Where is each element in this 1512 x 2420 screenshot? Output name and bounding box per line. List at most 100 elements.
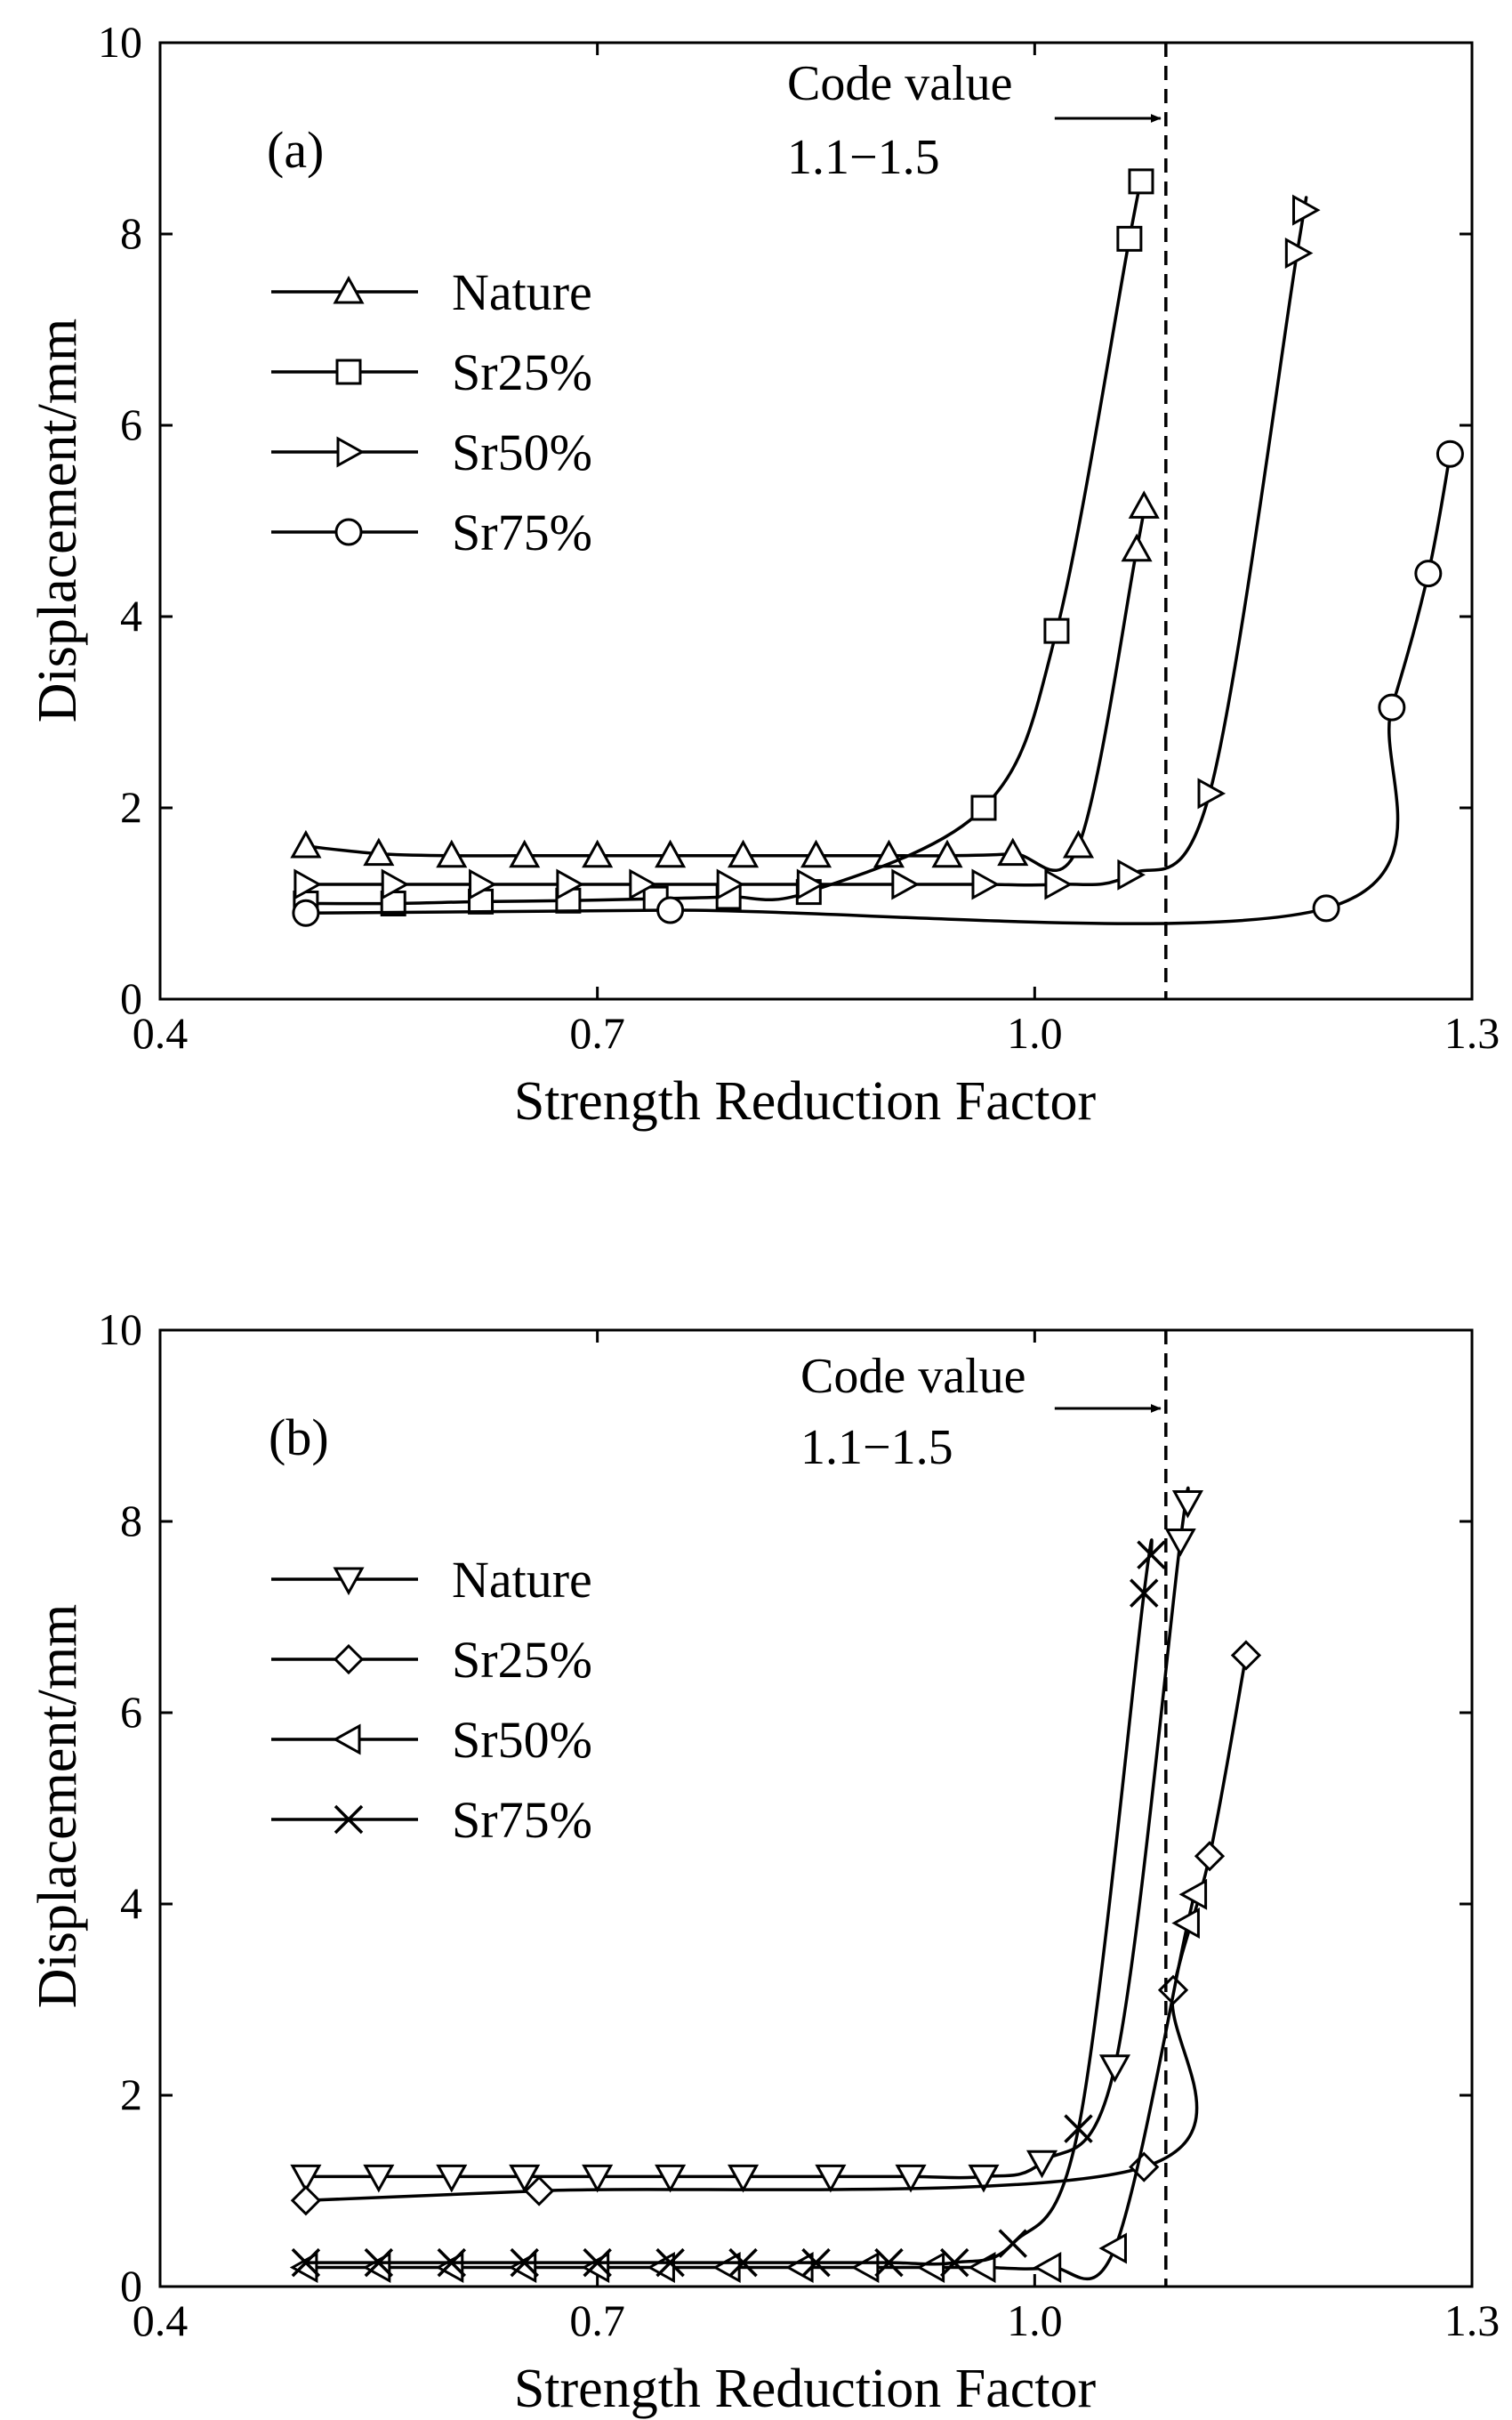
legend-label: Nature <box>452 263 592 321</box>
legend-label: Sr50% <box>452 1711 592 1769</box>
series-sr25 <box>293 168 1154 916</box>
legend-item-sr25: Sr25% <box>271 1631 592 1689</box>
series-sr50-marker <box>796 868 825 900</box>
series-sr50-line <box>305 196 1308 887</box>
series-nature-marker <box>1098 2054 1131 2083</box>
series-sr25-marker <box>1194 1841 1226 1872</box>
series-sr75-marker <box>874 2247 904 2278</box>
series-sr50-marker <box>712 2251 741 2284</box>
y-tick-label: 6 <box>120 1687 142 1737</box>
x-tick-label: 1.3 <box>1444 2295 1500 2345</box>
series-sr75-marker <box>801 2247 831 2278</box>
legend-sr25-marker <box>333 1643 365 1675</box>
series-sr50-marker <box>362 2251 391 2284</box>
series-nature <box>290 1486 1203 2193</box>
legend-sr75-marker <box>334 1804 364 1835</box>
series-sr50-marker <box>1117 859 1146 891</box>
legend-label: Sr50% <box>452 424 592 481</box>
series-layer <box>290 168 1464 927</box>
series-sr50-marker <box>556 868 584 900</box>
series-sr75-marker <box>1064 2114 1093 2143</box>
panel-label: (a) <box>267 121 324 179</box>
series-nature-marker <box>815 2164 847 2193</box>
y-tick-label: 8 <box>120 208 142 258</box>
series-sr25-marker <box>1043 617 1070 644</box>
series-sr75-marker <box>1436 440 1464 468</box>
series-sr50-marker <box>716 868 745 900</box>
series-sr50-marker <box>508 2251 537 2284</box>
legend-item-sr75: Sr75% <box>271 1791 592 1849</box>
y-tick-label: 0 <box>120 973 142 1023</box>
series-nature-marker <box>509 2164 541 2193</box>
legend-item-nature: Nature <box>271 263 592 321</box>
legend-item-sr75: Sr75% <box>271 504 592 561</box>
series-sr75-marker <box>364 2247 394 2278</box>
series-sr50-marker <box>891 868 920 900</box>
series-sr75-marker <box>1137 1540 1166 1569</box>
legend-item-sr25: Sr25% <box>271 343 592 401</box>
code-value-label-line1: Code value <box>787 56 1012 111</box>
x-tick-label: 1.0 <box>1007 1008 1063 1058</box>
series-sr25 <box>290 1640 1262 2216</box>
y-tick-label: 2 <box>120 782 142 832</box>
y-tick-label: 0 <box>120 2261 142 2311</box>
series-nature-marker <box>997 837 1029 867</box>
legend: Nature Sr25% Sr50% Sr75% <box>271 1551 592 1849</box>
series-sr25-marker <box>290 2185 322 2216</box>
series-nature-line <box>305 506 1146 872</box>
series-sr50-marker <box>1098 2232 1127 2264</box>
plot-frame <box>158 1328 1474 2288</box>
series-sr50-marker <box>1044 868 1074 900</box>
series-nature-marker <box>363 837 395 867</box>
series-layer <box>289 1486 1262 2284</box>
series-sr75-marker <box>1312 894 1340 923</box>
series-sr50-marker <box>1284 237 1314 270</box>
plot-frame <box>158 41 1474 1001</box>
x-tick-label: 1.0 <box>1007 2295 1063 2345</box>
series-sr50-marker <box>1178 1878 1208 1910</box>
series-sr75-marker <box>655 2247 685 2278</box>
series-sr75-marker <box>1130 1578 1159 1608</box>
series-sr75-marker <box>583 2247 612 2278</box>
series-sr25-marker <box>970 795 997 821</box>
series-sr75-marker <box>291 2247 321 2278</box>
series-sr75-marker <box>1378 693 1406 722</box>
y-tick-label: 2 <box>120 2069 142 2119</box>
panel-label: (b) <box>269 1408 329 1466</box>
y-tick-label: 10 <box>98 17 142 67</box>
legend-label: Sr25% <box>452 343 592 401</box>
series-sr75 <box>292 440 1464 927</box>
series-sr75-line <box>305 1538 1154 2266</box>
series-sr50-marker <box>289 2251 318 2284</box>
series-sr50-marker <box>381 868 410 900</box>
series-sr25-marker <box>523 2175 555 2206</box>
series-sr50-marker <box>850 2251 880 2284</box>
legend-sr25-marker <box>335 359 362 385</box>
y-tick-label: 6 <box>120 399 142 449</box>
series-nature-marker <box>509 839 541 868</box>
series-sr75-marker <box>998 2229 1027 2258</box>
y-tick-label: 4 <box>120 1878 142 1928</box>
series-nature-marker <box>895 2164 927 2193</box>
series-nature-marker <box>968 2164 1000 2193</box>
series-sr25-line <box>305 1655 1248 2202</box>
series-nature-marker <box>290 2164 322 2193</box>
series-nature-marker <box>728 839 760 868</box>
series-nature-marker <box>1062 829 1095 859</box>
series-sr50-marker <box>1197 778 1226 810</box>
series-nature-marker <box>1025 2150 1058 2179</box>
series-sr75-marker <box>1414 560 1443 588</box>
series-nature-marker <box>582 2164 614 2193</box>
y-tick-label: 10 <box>98 1304 142 1354</box>
series-sr75-marker <box>939 2247 969 2278</box>
series-nature-marker <box>363 2164 395 2193</box>
series-sr75-marker <box>728 2247 758 2278</box>
x-tick-label: 0.4 <box>133 1008 189 1058</box>
legend-sr75-marker <box>334 518 363 546</box>
y-ticks: 0 2 4 6 8 10 <box>98 17 1472 1023</box>
series-sr50 <box>294 194 1321 900</box>
series-sr25-marker <box>1128 168 1154 195</box>
series-sr50-marker <box>469 868 497 900</box>
